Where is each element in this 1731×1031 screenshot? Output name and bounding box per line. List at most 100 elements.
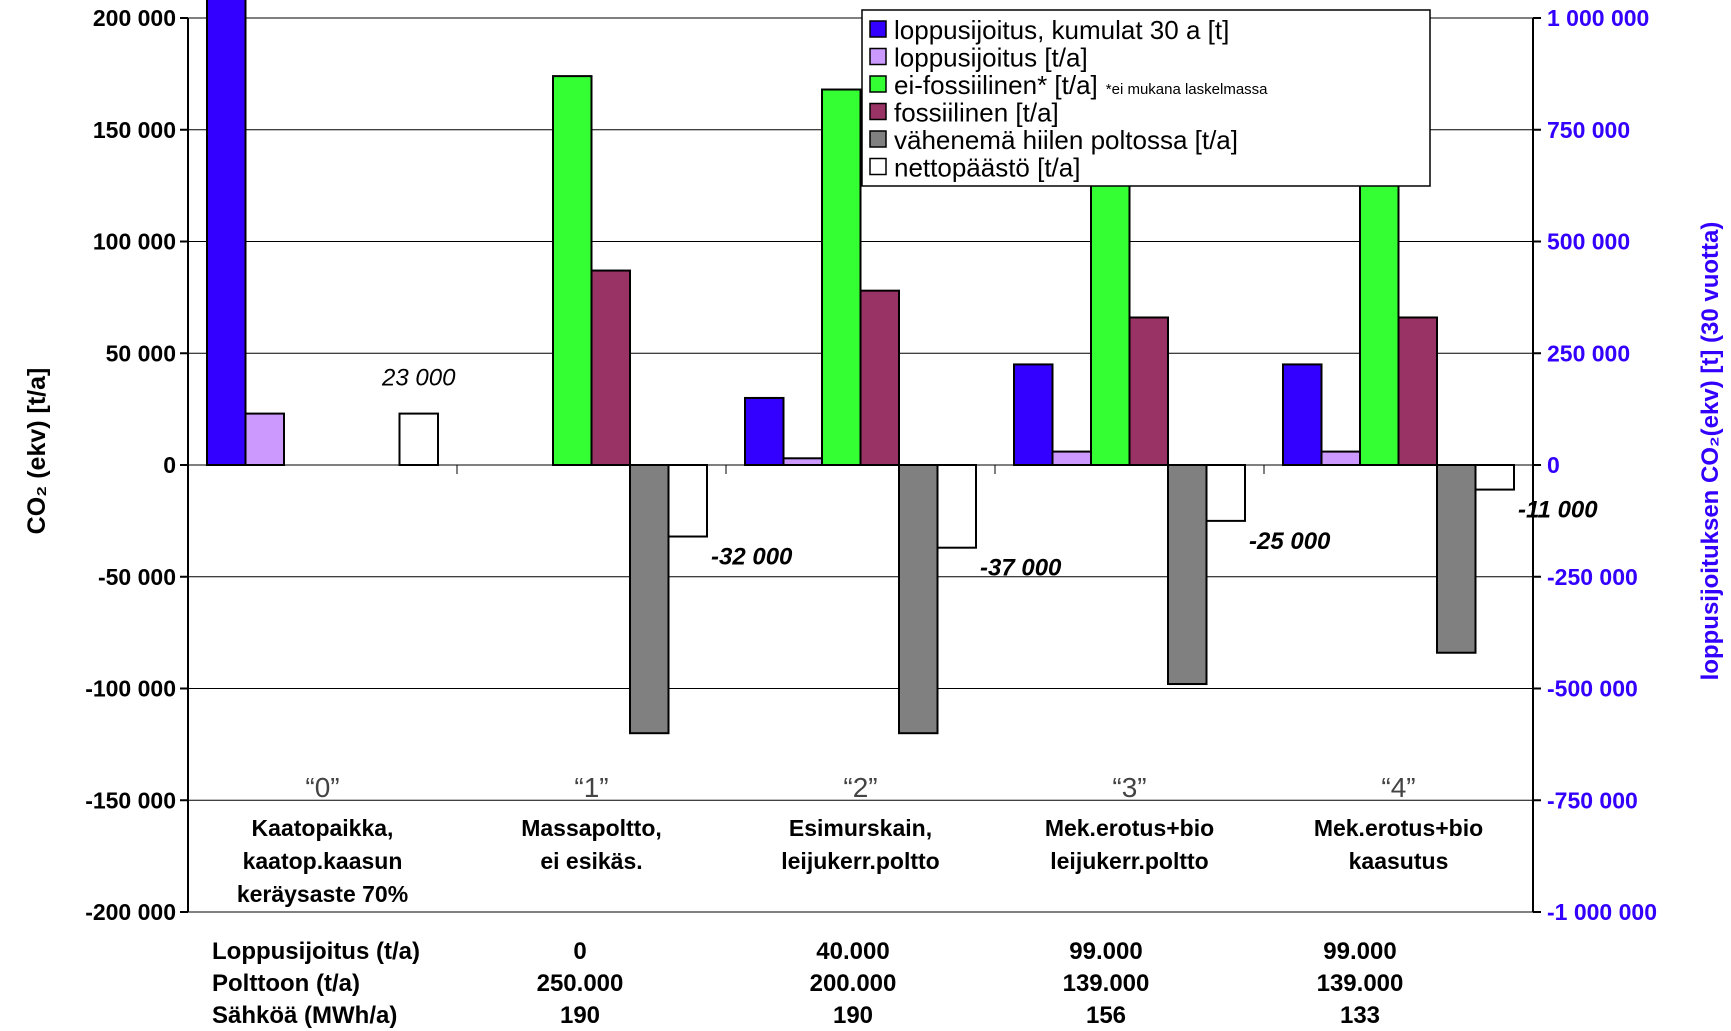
category-label: Mek.erotus+bio xyxy=(1314,815,1483,841)
left-tick-label: 200 000 xyxy=(93,5,176,31)
data-labels: 23 000 -32 000 -37 000 -25 000 -11 000 xyxy=(381,365,1598,582)
scenario-label: “0” xyxy=(305,772,339,803)
scenario-label: “4” xyxy=(1381,772,1415,803)
category-label: Mek.erotus+bio xyxy=(1045,815,1214,841)
category-labels: Kaatopaikka, kaatop.kaasun keräysaste 70% M… xyxy=(237,815,1483,907)
left-tick-label: -200 000 xyxy=(85,899,176,925)
right-tick-label: 1 000 000 xyxy=(1547,5,1649,31)
bar xyxy=(744,396,785,467)
left-tick-label: 0 xyxy=(163,452,176,478)
table-cell: 190 xyxy=(560,1002,600,1029)
right-tick-label: 0 xyxy=(1547,452,1560,478)
table-cell: 190 xyxy=(833,1002,873,1029)
legend-swatch xyxy=(869,157,887,176)
bar xyxy=(1320,450,1361,466)
data-label: -37 000 xyxy=(980,555,1062,582)
axes xyxy=(180,17,1541,913)
left-tick-label: 150 000 xyxy=(93,117,176,143)
bar xyxy=(1359,171,1400,466)
legend-swatch xyxy=(869,102,887,121)
legend-box xyxy=(861,9,1431,187)
category-label: leijukerr.poltto xyxy=(781,848,939,874)
bar xyxy=(1013,363,1054,466)
legend-label: fossiilinen [t/a] xyxy=(894,98,1059,128)
bar xyxy=(1090,171,1131,466)
bar xyxy=(1397,316,1438,466)
data-label: -32 000 xyxy=(711,544,793,571)
scenario-label: “1” xyxy=(574,772,608,803)
legend-label: ei-fossiilinen* [t/a] *ei mukana laskelma… xyxy=(894,70,1268,100)
category-label: Esimurskain, xyxy=(789,815,932,841)
category-label: keräysaste 70% xyxy=(237,881,408,907)
bar xyxy=(1051,450,1092,466)
legend-swatch xyxy=(869,47,887,66)
right-tick-label: 750 000 xyxy=(1547,117,1630,143)
table-row-label: Loppusijoitus (t/a) xyxy=(212,938,420,965)
left-tick-label: 50 000 xyxy=(106,340,176,366)
category-label: Massapoltto, xyxy=(521,815,662,841)
category-label: ei esikäs. xyxy=(540,848,642,874)
right-tick-label: 250 000 xyxy=(1547,340,1630,366)
table-cell: 99.000 xyxy=(1323,938,1396,965)
right-axis-ticks: 1 000 000 750 000 500 000 250 000 0 -250 000 -… xyxy=(1547,5,1657,925)
bar xyxy=(1282,363,1323,466)
table-row-label: Polttoon (t/a) xyxy=(212,970,360,997)
data-label: -25 000 xyxy=(1249,528,1331,555)
legend-swatch xyxy=(869,130,887,148)
bar xyxy=(1167,464,1208,686)
legend-note: *ei mukana laskelmassa xyxy=(1106,81,1268,98)
table-cell: 250.000 xyxy=(537,970,624,997)
bar xyxy=(821,88,862,467)
bars xyxy=(206,0,1515,735)
right-tick-label: 500 000 xyxy=(1547,229,1630,255)
bar xyxy=(898,464,939,735)
table-cell: 0 xyxy=(573,938,586,965)
legend-label: vähenemä hiilen poltossa [t/a] xyxy=(894,125,1238,155)
category-label: leijukerr.poltto xyxy=(1050,848,1208,874)
legend-label: loppusijoitus [t/a] xyxy=(894,43,1088,73)
legend-swatch xyxy=(869,20,887,38)
bar xyxy=(859,289,900,467)
table-cell: 99.000 xyxy=(1069,938,1142,965)
bar xyxy=(590,269,631,466)
category-label: kaasutus xyxy=(1349,848,1449,874)
left-axis-title: CO₂ (ekv) [t/a] xyxy=(23,368,51,535)
table-row-label: Sähköä (MWh/a) xyxy=(212,1002,397,1029)
table-cell: 133 xyxy=(1340,1002,1380,1029)
right-tick-label: -500 000 xyxy=(1547,676,1638,702)
bar xyxy=(1474,464,1515,491)
category-label: Kaatopaikka, xyxy=(252,815,394,841)
data-label: -11 000 xyxy=(1518,497,1598,524)
data-label: 23 000 xyxy=(381,365,456,392)
scenario-label: “3” xyxy=(1112,772,1146,803)
bar xyxy=(398,412,439,466)
bar xyxy=(629,464,670,735)
legend-swatch xyxy=(869,75,887,93)
bar xyxy=(244,412,285,466)
legend: loppusijoitus, kumulat 30 a [t]loppusijo… xyxy=(861,9,1431,187)
right-tick-label: -1 000 000 xyxy=(1547,899,1657,925)
bar xyxy=(552,75,593,467)
left-tick-label: 100 000 xyxy=(93,229,176,255)
left-tick-label: -150 000 xyxy=(85,787,176,813)
table-cell: 139.000 xyxy=(1063,970,1150,997)
bar xyxy=(936,464,977,549)
left-tick-label: -50 000 xyxy=(98,564,176,590)
table-cell: 139.000 xyxy=(1317,970,1404,997)
legend-label: nettopäästö [t/a] xyxy=(894,153,1080,183)
table-cell: 156 xyxy=(1086,1002,1126,1029)
table-cell: 40.000 xyxy=(816,938,889,965)
right-tick-label: -750 000 xyxy=(1547,787,1638,813)
legend-label: loppusijoitus, kumulat 30 a [t] xyxy=(894,15,1229,45)
scenario-labels: “0” “1” “2” “3” “4” xyxy=(305,772,1415,803)
right-axis-title: loppusijoituksen CO₂(ekv) [t] (30 vuotta… xyxy=(1697,222,1724,681)
scenario-label: “2” xyxy=(843,772,877,803)
table-cell: 200.000 xyxy=(810,970,897,997)
bar xyxy=(1205,464,1246,522)
category-label: kaatop.kaasun xyxy=(243,848,403,874)
bar xyxy=(667,464,708,538)
left-axis-ticks: 200 000 150 000 100 000 50 000 0 -50 000 -100 … xyxy=(85,5,176,925)
left-tick-label: -100 000 xyxy=(85,676,176,702)
bar xyxy=(1436,464,1477,654)
